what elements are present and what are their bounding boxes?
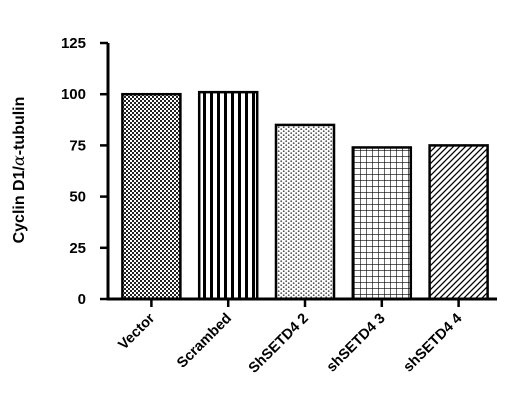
y-tick-label: 75 bbox=[69, 137, 86, 154]
bar bbox=[121, 92, 182, 301]
y-tick-label: 100 bbox=[61, 86, 86, 103]
bars-group bbox=[121, 90, 489, 301]
y-axis-ticks: 0 25 50 75 100 125 bbox=[61, 35, 108, 308]
bar bbox=[428, 144, 489, 301]
bar bbox=[274, 123, 336, 301]
y-tick-label: 125 bbox=[61, 35, 86, 52]
y-tick-label: 0 bbox=[78, 291, 86, 308]
x-tick-label: shSETD4 3 bbox=[324, 311, 389, 376]
x-tick-label: ShSETD4 2 bbox=[246, 311, 312, 377]
x-axis-ticks: Vector Scrambed ShSETD4 2 shSETD4 3 shSETD4 … bbox=[116, 299, 466, 377]
y-axis-label: Cyclin D1/α-tubulin bbox=[9, 97, 28, 244]
x-tick-label: shSETD4 4 bbox=[401, 311, 466, 376]
y-tick-label: 50 bbox=[69, 189, 86, 206]
y-tick-label: 25 bbox=[69, 240, 86, 257]
bar bbox=[351, 146, 413, 301]
bar bbox=[197, 90, 259, 301]
x-tick-label: Vector bbox=[116, 310, 159, 353]
x-tick-label: Scrambed bbox=[174, 311, 235, 372]
